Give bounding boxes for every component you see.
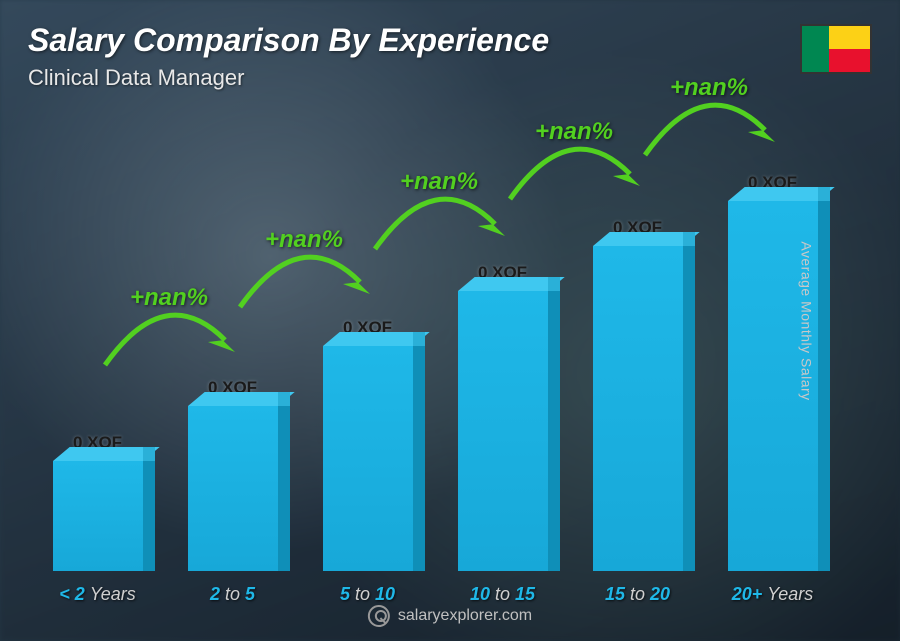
bar (323, 346, 413, 571)
footer: salaryexplorer.com (368, 605, 532, 627)
increase-label: +nan% (130, 284, 208, 312)
header: Salary Comparison By Experience Clinical… (28, 22, 549, 91)
y-axis-label: Average Monthly Salary (798, 241, 814, 400)
footer-text: salaryexplorer.com (398, 607, 532, 625)
bar-group: 0 XOF15 to 20 (578, 218, 698, 571)
increase-label: +nan% (400, 168, 478, 196)
category-label: 15 to 20 (605, 584, 670, 605)
category-label: < 2 Years (59, 584, 136, 605)
bar-group: 0 XOF< 2 Years (38, 433, 158, 571)
search-icon (368, 605, 390, 627)
bar (593, 246, 683, 571)
category-label: 10 to 15 (470, 584, 535, 605)
bar (188, 406, 278, 571)
bar-group: 0 XOF5 to 10 (308, 318, 428, 571)
bar (53, 461, 143, 571)
chart-title: Salary Comparison By Experience (28, 22, 549, 59)
category-label: 20+ Years (732, 584, 814, 605)
chart-subtitle: Clinical Data Manager (28, 65, 549, 91)
increase-label: +nan% (535, 118, 613, 146)
bar-group: 0 XOF10 to 15 (443, 263, 563, 571)
category-label: 5 to 10 (340, 584, 395, 605)
increase-label: +nan% (670, 74, 748, 102)
bar (458, 291, 548, 571)
bar-group: 0 XOF2 to 5 (173, 378, 293, 571)
category-label: 2 to 5 (210, 584, 255, 605)
increase-label: +nan% (265, 226, 343, 254)
benin-flag-icon (800, 24, 872, 74)
